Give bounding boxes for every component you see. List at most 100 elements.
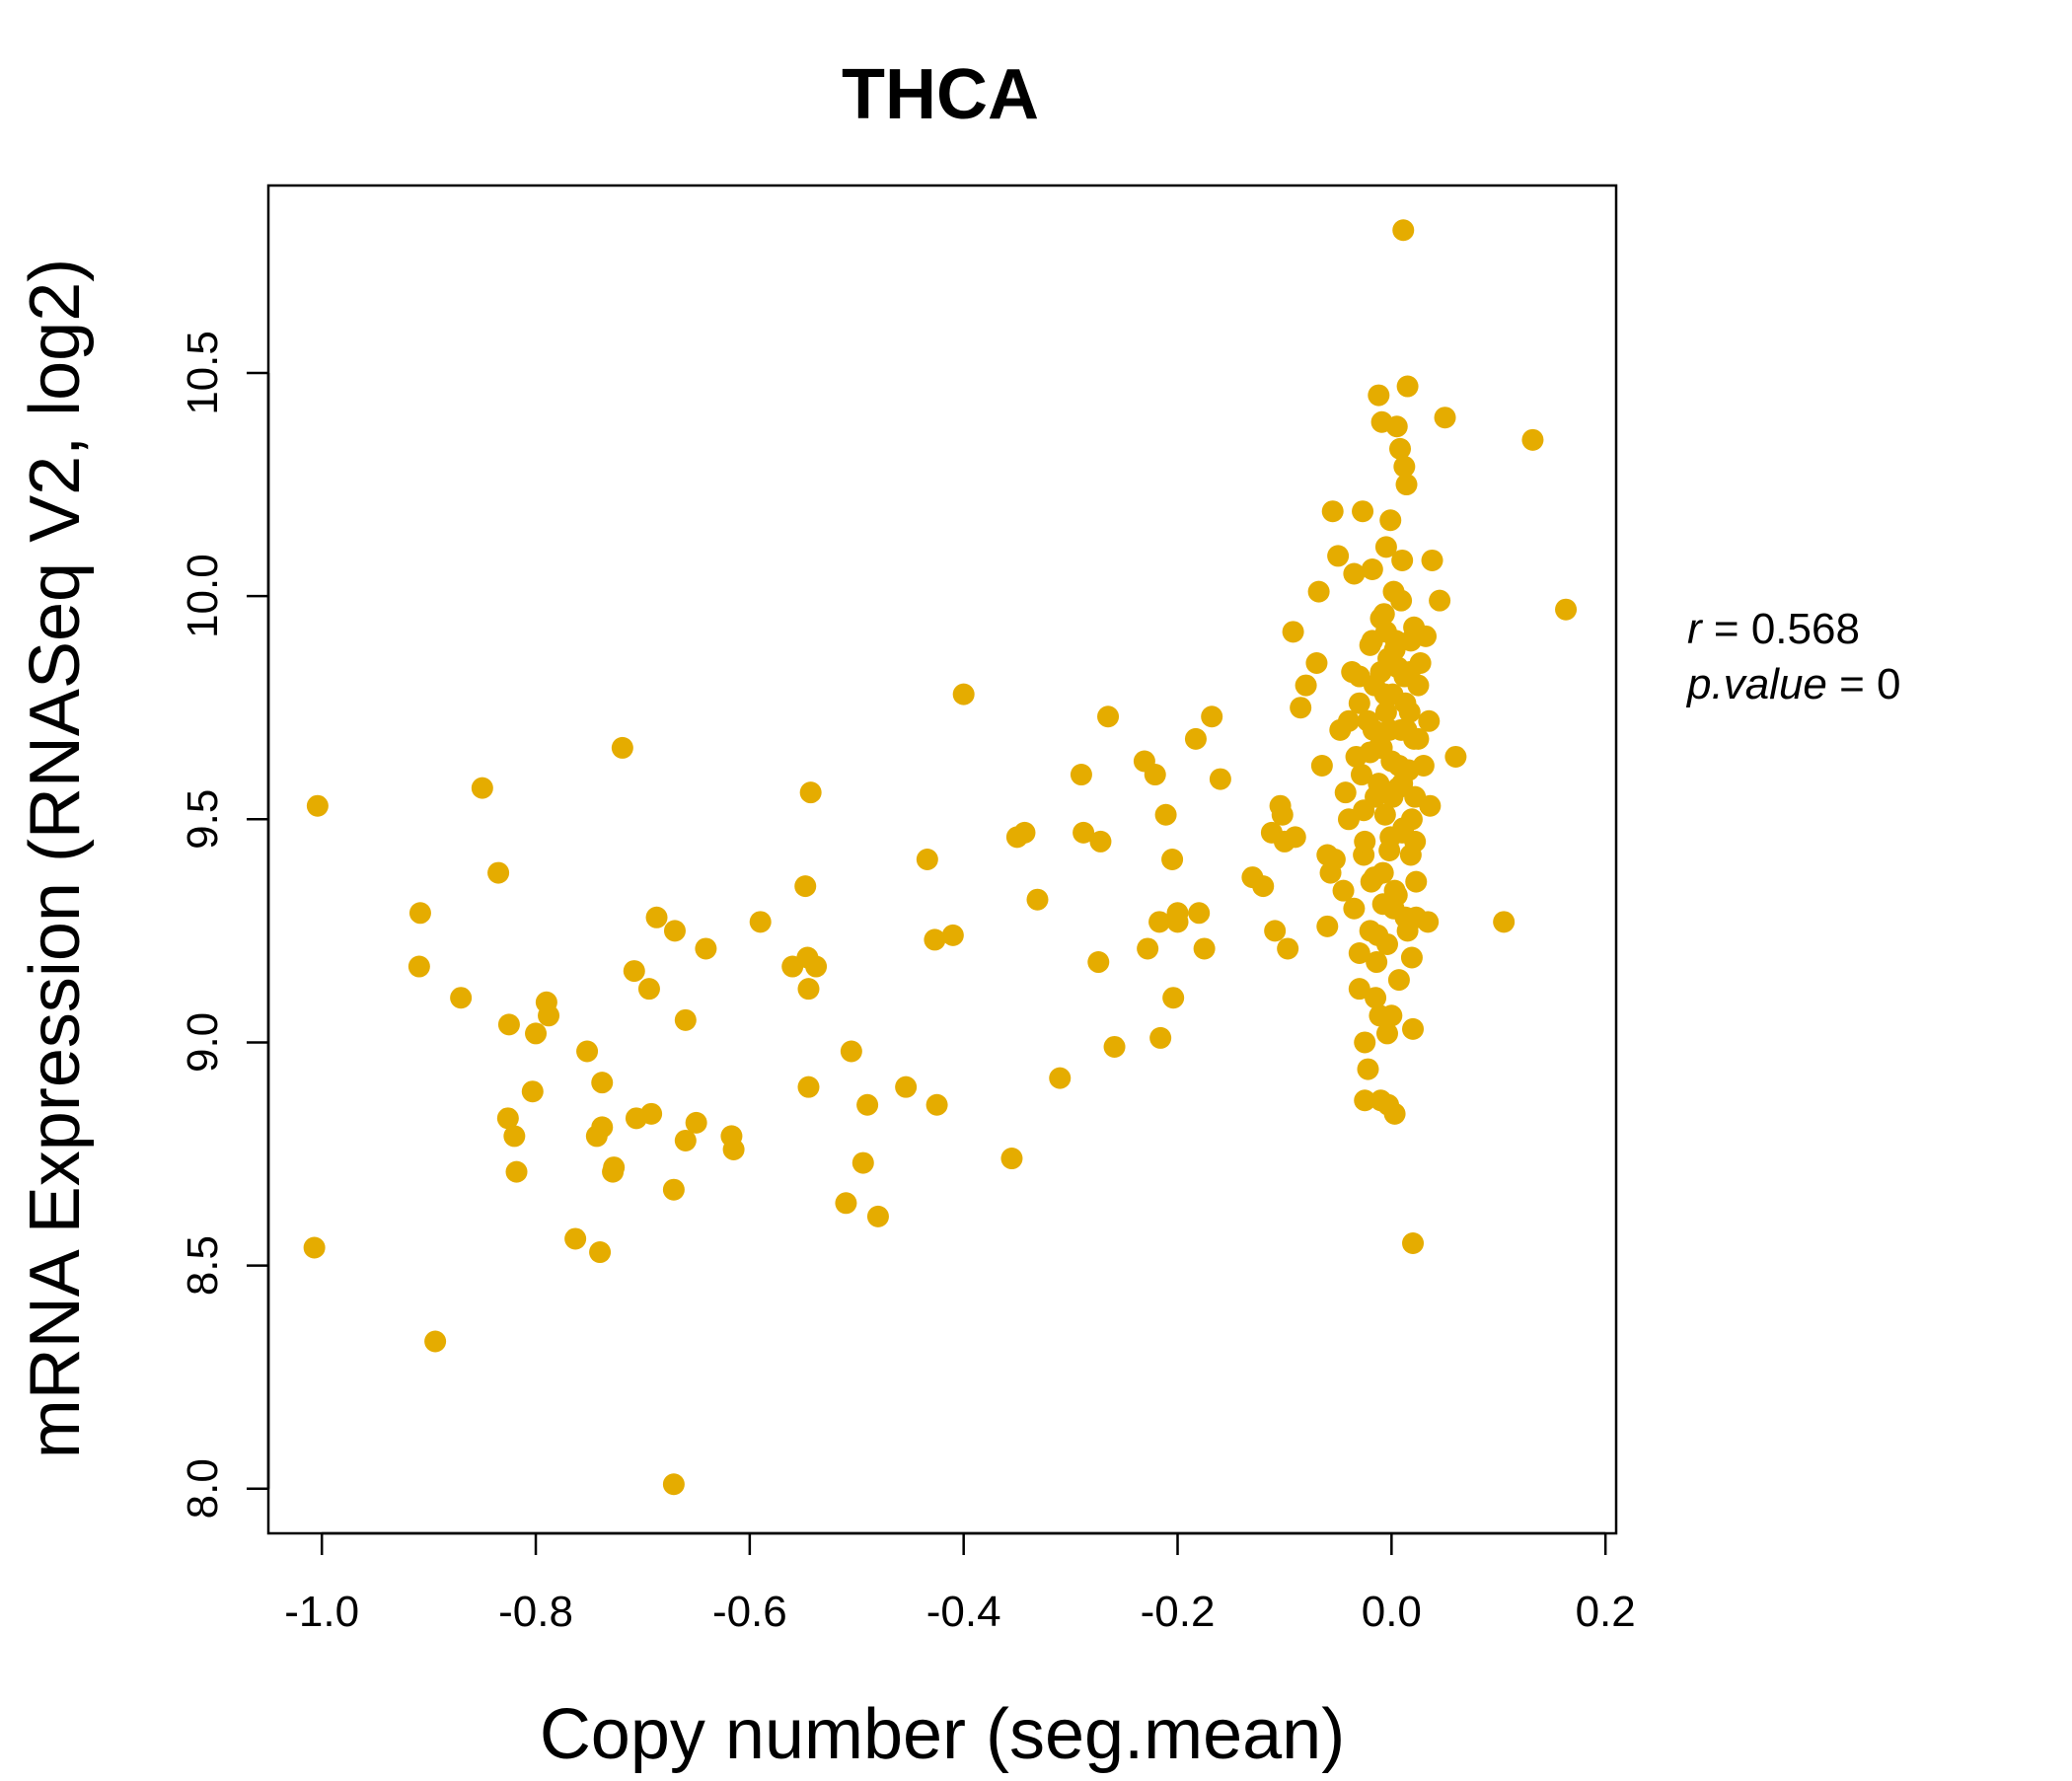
data-point <box>1089 830 1112 853</box>
data-point <box>1201 705 1223 728</box>
data-point <box>799 781 822 804</box>
r-equals: = <box>1714 605 1751 653</box>
data-point <box>1366 951 1388 974</box>
data-point <box>1348 941 1370 964</box>
data-point <box>1379 826 1402 849</box>
data-point <box>1429 589 1451 612</box>
y-tick-label: 8.0 <box>179 1458 227 1519</box>
data-point <box>1162 987 1185 1009</box>
data-point <box>1334 781 1357 804</box>
data-point <box>1389 437 1412 460</box>
data-point <box>1323 849 1346 870</box>
p-label: p.value <box>1685 660 1827 708</box>
data-point <box>496 1107 519 1130</box>
data-point <box>1373 803 1396 826</box>
x-tick-label: -0.4 <box>926 1588 1001 1636</box>
x-tick-label: -0.2 <box>1141 1588 1216 1636</box>
data-point <box>1327 545 1350 567</box>
data-point <box>1193 937 1216 960</box>
data-point <box>1087 951 1110 974</box>
data-point <box>1184 727 1207 750</box>
data-point <box>602 1160 625 1183</box>
data-point <box>924 928 946 951</box>
data-point <box>1026 888 1049 911</box>
data-point <box>1412 755 1435 778</box>
data-point <box>538 1004 560 1027</box>
data-point <box>797 1076 820 1098</box>
data-point <box>952 683 975 705</box>
data-point <box>1137 937 1159 960</box>
data-point <box>856 1093 879 1116</box>
data-point <box>1405 870 1428 893</box>
p-equals: = <box>1839 660 1877 708</box>
data-point <box>1374 536 1397 558</box>
data-point <box>637 978 660 1001</box>
data-point <box>1407 674 1430 697</box>
data-point <box>1444 745 1467 768</box>
x-tick-label: 0.0 <box>1362 1588 1422 1636</box>
data-point <box>663 920 686 942</box>
data-point <box>408 902 431 925</box>
data-point <box>1264 920 1287 942</box>
data-point <box>1103 1035 1126 1058</box>
x-tick-label: -0.8 <box>498 1588 573 1636</box>
data-point <box>1394 692 1417 714</box>
data-point <box>1271 803 1294 826</box>
data-point <box>1521 428 1544 451</box>
data-point <box>1354 830 1376 853</box>
data-point <box>1149 1026 1172 1049</box>
data-point <box>1353 799 1375 822</box>
data-point <box>503 1125 526 1148</box>
data-point <box>1290 697 1312 719</box>
r-value: 0.568 <box>1751 605 1860 653</box>
data-point <box>640 1102 663 1125</box>
data-point <box>1405 906 1428 928</box>
y-tick-label: 9.0 <box>179 1012 227 1073</box>
data-point <box>794 875 817 898</box>
data-point <box>1386 656 1409 679</box>
data-point <box>1402 1231 1425 1254</box>
data-point <box>1399 630 1422 652</box>
data-point <box>1365 987 1387 1009</box>
data-point <box>1421 549 1443 571</box>
data-point <box>450 987 473 1009</box>
p-value: 0 <box>1877 660 1900 708</box>
data-point <box>749 911 772 933</box>
data-point <box>1383 1102 1406 1125</box>
data-point <box>1367 924 1389 946</box>
data-point <box>1385 415 1408 438</box>
data-point <box>1404 830 1427 853</box>
x-axis-title: Copy number (seg.mean) <box>540 1695 1345 1774</box>
data-point <box>424 1330 447 1353</box>
data-point <box>674 1129 697 1151</box>
data-point <box>1295 674 1317 697</box>
data-point <box>497 1013 520 1036</box>
data-point <box>805 955 828 978</box>
y-axis: 8.0 8.5 9.0 9.5 10.0 10.5 <box>179 331 270 1519</box>
data-point <box>835 1192 857 1215</box>
x-tick-label: -0.6 <box>712 1588 787 1636</box>
data-point <box>674 1008 697 1031</box>
data-point <box>1348 978 1370 1001</box>
data-point <box>1013 821 1036 844</box>
data-point <box>306 794 329 817</box>
data-point <box>1188 902 1211 925</box>
data-point <box>840 1040 862 1063</box>
p-statistic: p.value = 0 <box>1685 660 1901 708</box>
data-point <box>1321 500 1344 523</box>
r-statistic: r = 0.568 <box>1687 605 1860 653</box>
data-point <box>1390 589 1413 612</box>
data-point <box>895 1076 918 1098</box>
data-point <box>1282 621 1304 643</box>
data-point <box>645 906 668 928</box>
data-point <box>1387 755 1410 778</box>
data-point <box>1380 1004 1403 1027</box>
data-point <box>1350 764 1372 786</box>
data-point <box>1555 598 1578 621</box>
data-point <box>1073 821 1095 844</box>
data-point <box>1374 621 1397 643</box>
data-point <box>1360 870 1382 893</box>
data-point <box>1375 1022 1398 1045</box>
y-tick-label: 10.0 <box>179 554 227 638</box>
